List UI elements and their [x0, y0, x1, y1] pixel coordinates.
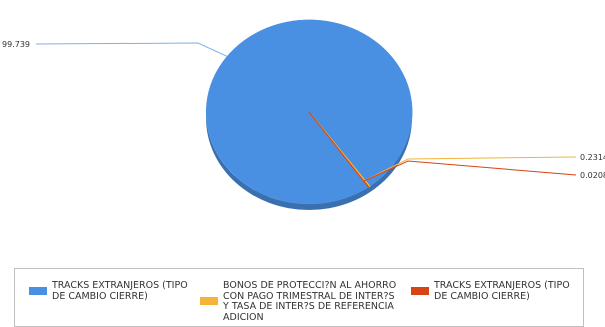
data-label-1: 0.2314: [580, 153, 605, 162]
leader-line-0: [35, 42, 228, 57]
legend-label: TRACKS EXTRANJEROS (TIPO DE CAMBIO CIERR…: [52, 280, 188, 302]
legend-label: BONOS DE PROTECCI?N AL AHORRO CON PAGO T…: [223, 280, 397, 323]
pie-slice-0: [205, 19, 413, 205]
leader-lines: [35, 42, 577, 182]
data-label-2: 0.0208: [580, 171, 605, 180]
data-labels: 99.739 0.2314 0.0208: [2, 40, 605, 180]
data-label-0: 99.739: [2, 40, 30, 49]
legend-label: TRACKS EXTRANJEROS (TIPO DE CAMBIO CIERR…: [434, 280, 570, 302]
pie-slices: [205, 19, 413, 205]
legend-swatch-blue: [29, 287, 47, 295]
leader-line-2: [311, 115, 577, 182]
legend-item-bonos-proteccion[interactable]: BONOS DE PROTECCI?N AL AHORRO CON PAGO T…: [200, 275, 396, 323]
legend: TRACKS EXTRANJEROS (TIPO DE CAMBIO CIERR…: [14, 268, 584, 327]
legend-swatch-orange: [200, 297, 218, 305]
legend-item-tracks-extranjeros-2[interactable]: TRACKS EXTRANJEROS (TIPO DE CAMBIO CIERR…: [411, 275, 570, 302]
legend-swatch-red: [411, 287, 429, 295]
legend-item-tracks-extranjeros-1[interactable]: TRACKS EXTRANJEROS (TIPO DE CAMBIO CIERR…: [29, 275, 188, 302]
